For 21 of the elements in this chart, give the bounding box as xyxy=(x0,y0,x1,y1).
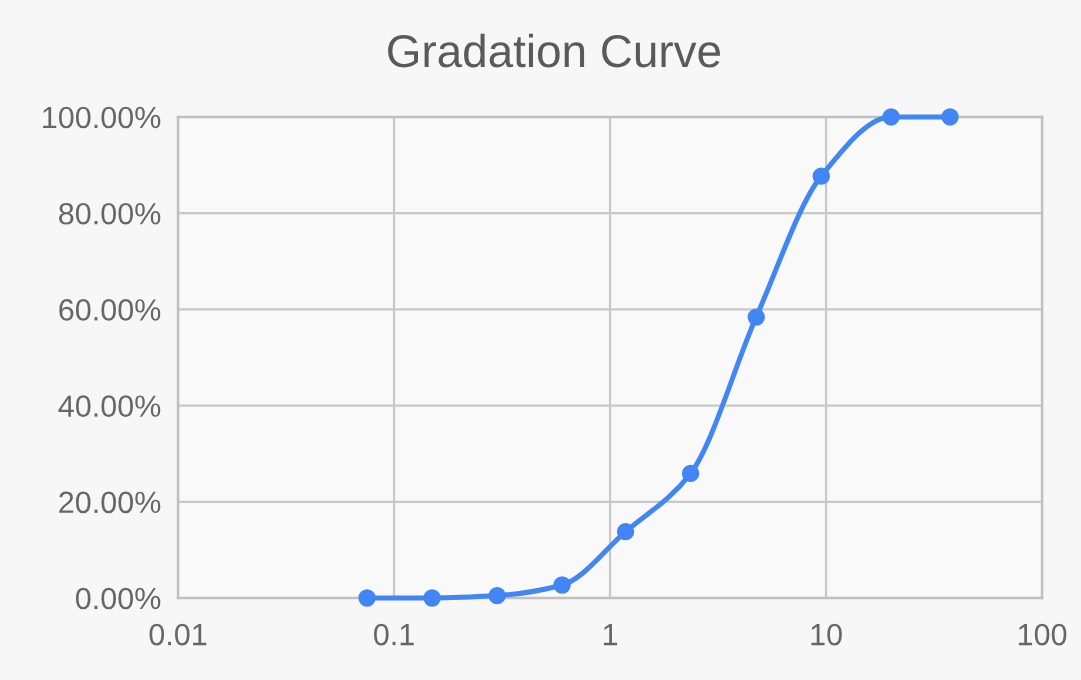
point xyxy=(747,308,765,326)
x-tick-label: 100 xyxy=(1018,623,1067,646)
x-tick-label: 1 xyxy=(603,624,618,646)
point xyxy=(616,522,635,541)
point xyxy=(488,586,506,605)
y-tick-label: 40.00% xyxy=(58,395,161,417)
point xyxy=(358,589,376,607)
y-tick-label: 80.00% xyxy=(59,202,161,225)
point xyxy=(423,589,441,607)
y-tick-label: 20.00% xyxy=(59,491,161,514)
y-tick-label: 0.00% xyxy=(75,587,161,610)
x-tick-label: 0.01 xyxy=(149,623,207,646)
point xyxy=(553,576,571,594)
chart-title: Gradation Curve xyxy=(388,33,721,68)
point xyxy=(812,167,830,185)
point xyxy=(941,108,959,126)
point xyxy=(681,464,700,483)
x-tick-label: 0.1 xyxy=(374,623,414,646)
y-tick-label: 100.00% xyxy=(43,106,161,129)
x-tick-label: 10 xyxy=(811,623,842,646)
y-tick-label: 60.00% xyxy=(59,299,161,321)
